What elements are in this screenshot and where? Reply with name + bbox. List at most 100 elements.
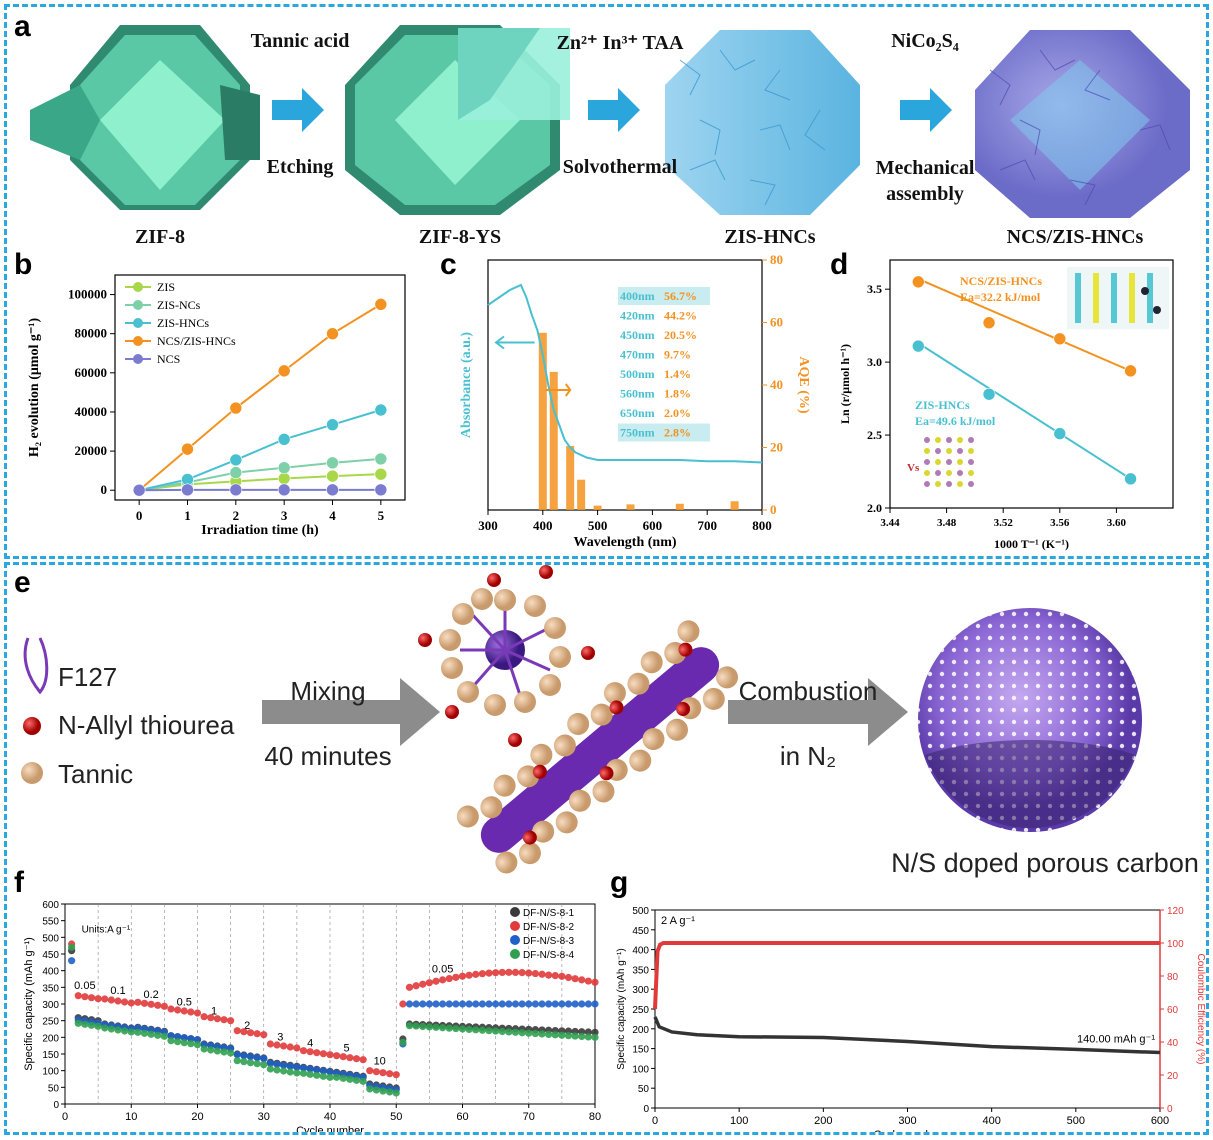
chart-f-point	[452, 973, 460, 981]
panel-label-c: c	[440, 248, 457, 281]
chart-b-point	[277, 433, 291, 446]
chart-f-point	[107, 1025, 115, 1033]
chart-b-legend-marker	[133, 282, 143, 292]
chart-f-point	[551, 972, 559, 980]
panel-label-f: f	[14, 866, 24, 899]
panel-label-a: a	[14, 10, 31, 43]
chart-f-point	[531, 969, 539, 978]
chart-f-xtick-label: 0	[62, 1111, 68, 1123]
chart-f-point	[591, 1033, 599, 1041]
chart-f-point	[339, 1053, 347, 1061]
chart-f-point	[458, 1000, 467, 1008]
chart-f-point	[485, 1027, 493, 1035]
chart-d-point	[982, 316, 996, 330]
chart-b-xtick-label: 0	[136, 508, 143, 523]
chart-f-point	[213, 1047, 221, 1055]
legend-tannic: Tannic	[58, 759, 133, 789]
chart-f-point	[412, 982, 420, 990]
combustion-top: Combustion	[739, 676, 878, 706]
chart-c-xtick-label: 600	[643, 518, 663, 533]
zif8-crystal	[30, 25, 260, 210]
chart-b-point	[326, 469, 339, 483]
chart-f-point	[101, 1024, 109, 1032]
chart-f-point	[498, 1027, 506, 1036]
chart-b-series-line	[139, 457, 381, 492]
chart-f-point	[452, 1024, 460, 1033]
chart-c-table-aqe: 56.7%	[664, 289, 697, 303]
chart-c-xtick-label: 300	[478, 518, 498, 533]
chart-c-left-arrow	[494, 335, 535, 350]
chart-g-ytick-right-label: 20	[1167, 1071, 1179, 1082]
chart-c-aqe-bar	[593, 505, 602, 510]
chart-c-aqe-bar	[730, 501, 739, 510]
chart-f-point	[425, 1000, 433, 1008]
chart-b-point	[326, 483, 339, 497]
step3-top-label: NiCo₂S₄	[891, 30, 959, 52]
chart-d-arrhenius: 3.44 3.48 3.52 3.56 3.60 2.0 2.5 3.0 3.5 1000 T⁻¹…	[838, 259, 1174, 551]
chart-f-point	[227, 1049, 235, 1057]
panel-label-e: e	[14, 566, 31, 599]
tannic-icon	[21, 762, 43, 784]
chart-g-xtick-label: 200	[814, 1115, 832, 1127]
chart-f-point	[571, 1032, 579, 1040]
combustion-bottom: in N₂	[780, 741, 836, 771]
chart-c-table-wavelength: 650nm	[620, 406, 655, 420]
chart-f-point	[525, 1029, 533, 1037]
chart-f-rate-label: 5	[344, 1042, 350, 1054]
chart-f-point	[591, 1000, 599, 1008]
chart-f-point	[114, 997, 122, 1005]
chart-f-point	[458, 972, 467, 980]
chart-b-point	[229, 466, 243, 479]
chart-f-point	[465, 1025, 473, 1034]
chart-d-ytick-label: 2.5	[867, 428, 882, 442]
mixing-bottom: 40 minutes	[264, 741, 391, 771]
chart-d-frame	[889, 259, 1174, 509]
chart-f-point	[538, 970, 546, 978]
chart-f-point	[107, 996, 115, 1004]
chart-g-ytick-label: 450	[632, 926, 649, 937]
micelle	[418, 565, 595, 747]
chart-f-point	[180, 1034, 188, 1042]
chart-f-point	[313, 1071, 321, 1079]
chart-c-table-highlight	[618, 287, 710, 305]
chart-f-point	[260, 1061, 268, 1069]
chart-b-ytick-label: 100000	[68, 287, 107, 302]
chart-f-legend-marker	[510, 907, 520, 917]
chart-f-point	[386, 1070, 394, 1078]
chart-f-point	[419, 980, 427, 988]
chart-f-xtick-label: 10	[125, 1111, 137, 1123]
chart-f-point	[87, 994, 96, 1002]
chart-c-aqe-bar	[549, 371, 558, 510]
chart-f-point	[293, 1069, 301, 1077]
chart-f-point	[518, 969, 526, 977]
chart-f-point	[439, 1000, 447, 1008]
chart-b-point	[326, 327, 339, 340]
chart-f-point	[253, 1054, 261, 1062]
chart-f-point	[531, 1000, 539, 1008]
chart-f-point	[127, 999, 135, 1007]
chart-f-point	[154, 1001, 162, 1009]
chart-c-aqe-bar	[626, 504, 635, 510]
chart-b-legend-label: ZIS-NCs	[157, 298, 201, 312]
chart-f-rate-label: 2	[244, 1020, 250, 1032]
chart-f-point	[412, 1022, 420, 1030]
chart-d-point	[1124, 364, 1137, 378]
chart-b-point	[229, 401, 243, 415]
panel-e-scheme: F127 N-Allyl thiourea Tannic Mixing 40 m…	[21, 565, 1199, 878]
chart-f-rate-performance: 0 10 20 30 40 50 60 70 8005010015020025030035040…	[23, 900, 601, 1132]
chart-f-point	[545, 1000, 553, 1008]
chart-c-ylabel-left: Absorbance (a.u.)	[459, 332, 474, 439]
chart-f-point	[419, 1022, 427, 1031]
chart-f-ytick-label: 400	[42, 967, 59, 978]
chart-f-point	[200, 1045, 208, 1053]
chart-g-ytick-label: 250	[632, 1005, 649, 1016]
chart-f-point	[346, 1054, 354, 1062]
chart-f-point	[472, 970, 480, 978]
chart-f-point	[260, 1055, 268, 1063]
chart-f-point	[558, 972, 566, 980]
chart-b-ytick-label: 40000	[75, 404, 108, 419]
chart-f-point	[240, 1028, 248, 1036]
chart-f-point	[319, 1050, 327, 1058]
chart-g-end-label: 140.00 mAh g⁻¹	[1077, 1034, 1155, 1046]
step2-bottom-label: Solvothermal	[562, 156, 678, 178]
